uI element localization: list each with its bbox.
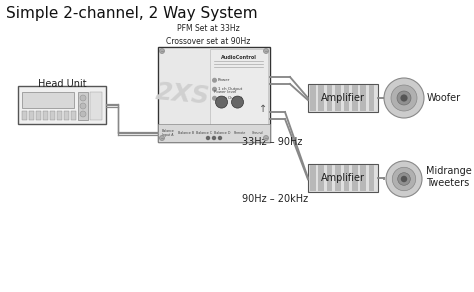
Bar [22, 92, 74, 108]
Text: Power level: Power level [213, 90, 236, 94]
Bar [158, 124, 270, 142]
Bar [327, 85, 332, 111]
Circle shape [216, 96, 228, 108]
Bar [335, 85, 341, 111]
Circle shape [231, 96, 244, 108]
Circle shape [213, 87, 216, 91]
Bar [327, 165, 332, 191]
Bar [310, 85, 316, 111]
Text: 33Hz – 90Hz: 33Hz – 90Hz [242, 137, 302, 147]
Bar [319, 85, 324, 111]
Bar [308, 164, 378, 192]
Bar [319, 165, 324, 191]
Bar [344, 85, 349, 111]
Bar [57, 111, 62, 120]
Circle shape [398, 173, 410, 185]
Circle shape [392, 167, 416, 191]
Text: Balance C: Balance C [196, 131, 212, 135]
Circle shape [384, 78, 424, 118]
Bar [71, 111, 76, 120]
Bar [158, 47, 270, 142]
Text: PFM Set at 33Hz
Crossover set at 90Hz: PFM Set at 33Hz Crossover set at 90Hz [166, 24, 250, 46]
Text: Balance D: Balance D [214, 131, 230, 135]
Circle shape [401, 176, 407, 182]
Bar [210, 49, 268, 140]
Bar [360, 165, 366, 191]
Text: Amplifier: Amplifier [321, 93, 365, 103]
Text: Balance B: Balance B [178, 131, 194, 135]
Bar [308, 84, 378, 112]
Text: Woofer: Woofer [427, 93, 461, 103]
Circle shape [212, 136, 216, 140]
Text: Midrange
Tweeters: Midrange Tweeters [426, 166, 472, 188]
Bar [360, 85, 366, 111]
Circle shape [159, 135, 164, 140]
Text: 2 ch Output: 2 ch Output [218, 96, 242, 100]
Circle shape [401, 94, 408, 102]
Circle shape [213, 79, 216, 82]
Text: Balance
Input A: Balance Input A [162, 129, 174, 137]
Circle shape [219, 136, 221, 140]
Bar [352, 165, 357, 191]
Bar [344, 165, 349, 191]
Circle shape [391, 85, 417, 111]
Text: 1 ch Output: 1 ch Output [218, 87, 242, 91]
Text: AudioControl: AudioControl [221, 55, 256, 60]
Text: 2XS: 2XS [155, 80, 211, 109]
Circle shape [80, 103, 86, 109]
Bar [64, 111, 69, 120]
Bar [18, 86, 106, 124]
Bar [43, 111, 48, 120]
Circle shape [264, 48, 268, 53]
Bar [160, 49, 210, 140]
Circle shape [207, 136, 210, 140]
Circle shape [80, 95, 86, 101]
Bar [310, 165, 316, 191]
Bar [369, 165, 374, 191]
Bar [369, 85, 374, 111]
Bar [29, 111, 34, 120]
Text: Amplifier: Amplifier [321, 173, 365, 183]
Bar [335, 165, 341, 191]
Circle shape [159, 48, 164, 53]
Circle shape [264, 135, 268, 140]
Text: Power: Power [218, 78, 230, 82]
Circle shape [213, 96, 216, 100]
Text: Remote: Remote [234, 131, 246, 135]
Bar [36, 111, 41, 120]
Text: ↑: ↑ [259, 104, 267, 114]
Text: Simple 2-channel, 2 Way System: Simple 2-channel, 2 Way System [6, 6, 258, 21]
Text: 90Hz – 20kHz: 90Hz – 20kHz [242, 194, 308, 204]
Circle shape [397, 91, 411, 105]
Bar [22, 111, 27, 120]
Text: Ground: Ground [252, 131, 264, 135]
Bar [352, 85, 357, 111]
Circle shape [386, 161, 422, 197]
Text: Head Unit: Head Unit [38, 79, 86, 89]
Circle shape [80, 111, 86, 117]
Bar [90, 92, 102, 120]
Bar [78, 92, 88, 120]
Bar [50, 111, 55, 120]
